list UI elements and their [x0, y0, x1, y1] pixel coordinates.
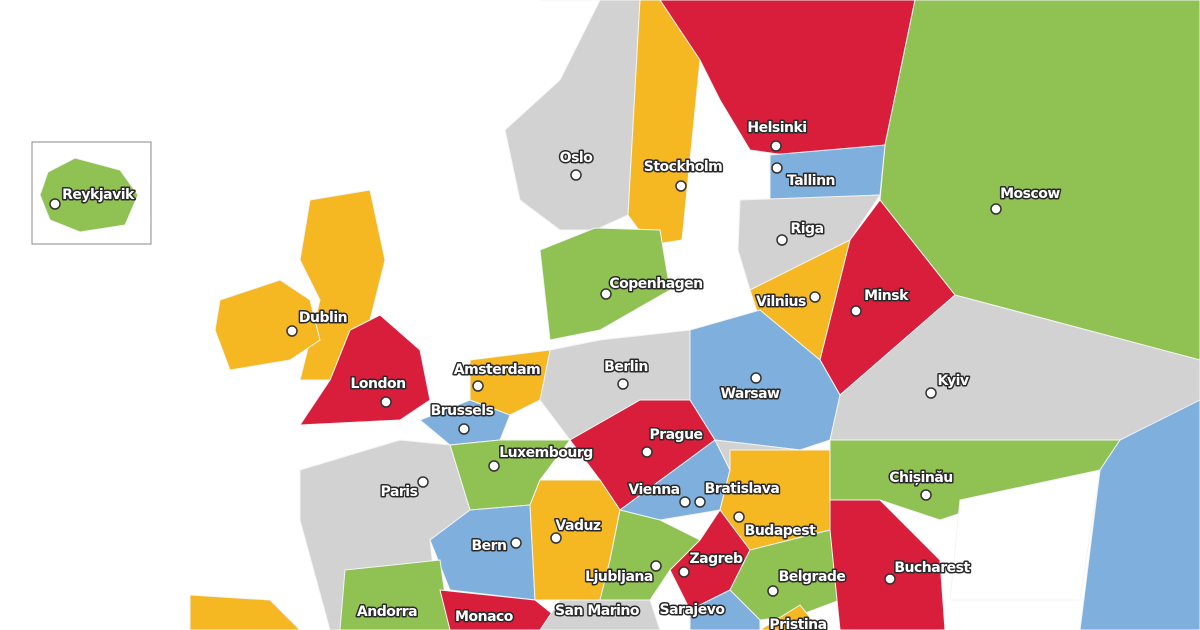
city-marker — [925, 387, 937, 399]
city-marker — [884, 573, 896, 585]
city-label: Reykjavik — [62, 187, 135, 203]
region — [1079, 399, 1200, 630]
city-marker — [809, 291, 821, 303]
region — [299, 314, 431, 426]
city-label: Zagreb — [689, 551, 743, 567]
city-marker — [679, 496, 691, 508]
region — [759, 604, 821, 630]
region — [39, 157, 139, 233]
city-label: Riga — [790, 221, 823, 237]
city-label: Vienna — [628, 482, 679, 498]
city-label: Dublin — [299, 310, 347, 326]
city-label: Belgrade — [779, 569, 846, 585]
city-marker — [617, 378, 629, 390]
city-label: Paris — [381, 484, 418, 500]
city-marker — [694, 496, 706, 508]
city-label: Minsk — [864, 288, 909, 304]
region — [469, 349, 551, 416]
city-label: Brussels — [431, 403, 494, 419]
city-marker — [650, 560, 662, 572]
city-marker — [750, 372, 762, 384]
city-marker — [850, 305, 862, 317]
city-label: Andorra — [357, 604, 417, 620]
city-label: Kyiv — [937, 373, 968, 389]
city-marker — [770, 140, 782, 152]
city-label: Stockholm — [644, 159, 722, 175]
city-marker — [675, 180, 687, 192]
city-label: Berlin — [604, 359, 648, 375]
city-label: Monaco — [455, 609, 514, 625]
city-marker — [550, 532, 562, 544]
city-label: Bratislava — [705, 481, 780, 497]
city-label: Moscow — [1000, 186, 1060, 202]
region — [689, 589, 761, 630]
city-marker — [417, 476, 429, 488]
city-label: Chișinău — [889, 470, 953, 486]
city-marker — [990, 203, 1002, 215]
city-label: London — [350, 376, 405, 392]
city-marker — [733, 511, 745, 523]
region — [539, 599, 661, 630]
region — [419, 399, 511, 446]
region — [539, 227, 671, 341]
city-marker — [678, 566, 690, 578]
city-marker — [570, 169, 582, 181]
region — [949, 469, 1101, 601]
city-label: Vaduz — [555, 518, 601, 534]
city-marker — [286, 325, 298, 337]
cities: Reykjavik Oslo Stockholm Helsinki Tallinn Mos… — [49, 119, 1062, 630]
city-marker — [472, 380, 484, 392]
city-marker — [49, 198, 61, 210]
city-marker — [767, 585, 779, 597]
city-marker — [380, 396, 392, 408]
region — [189, 594, 301, 630]
city-label: Ljubljana — [585, 569, 653, 585]
city-label: Tallinn — [787, 173, 835, 189]
city-marker — [776, 234, 788, 246]
city-marker — [488, 460, 500, 472]
city-label: Bern — [471, 538, 506, 554]
city-label: Bucharest — [894, 560, 970, 576]
region — [339, 559, 451, 630]
city-label: Prague — [649, 427, 702, 443]
region — [214, 279, 321, 371]
city-label: Vilnius — [756, 294, 806, 310]
city-marker — [600, 288, 612, 300]
city-marker — [510, 537, 522, 549]
city-label: Budapest — [745, 523, 816, 539]
city-label: Luxembourg — [499, 445, 593, 461]
city-marker — [641, 446, 653, 458]
city-label: San Marino — [555, 603, 640, 619]
city-label: Amsterdam — [454, 362, 540, 378]
city-marker — [458, 423, 470, 435]
city-label: Oslo — [560, 150, 594, 166]
iceland-inset-frame — [31, 141, 152, 245]
city-label: Sarajevo — [660, 602, 726, 618]
city-label: Helsinki — [747, 120, 806, 136]
city-marker — [771, 162, 783, 174]
city-label: Copenhagen — [609, 276, 702, 292]
regions — [39, 0, 1200, 630]
city-label: Pristina — [769, 617, 826, 630]
region — [299, 189, 386, 381]
city-label: Warsaw — [720, 386, 780, 402]
city-marker — [920, 489, 932, 501]
